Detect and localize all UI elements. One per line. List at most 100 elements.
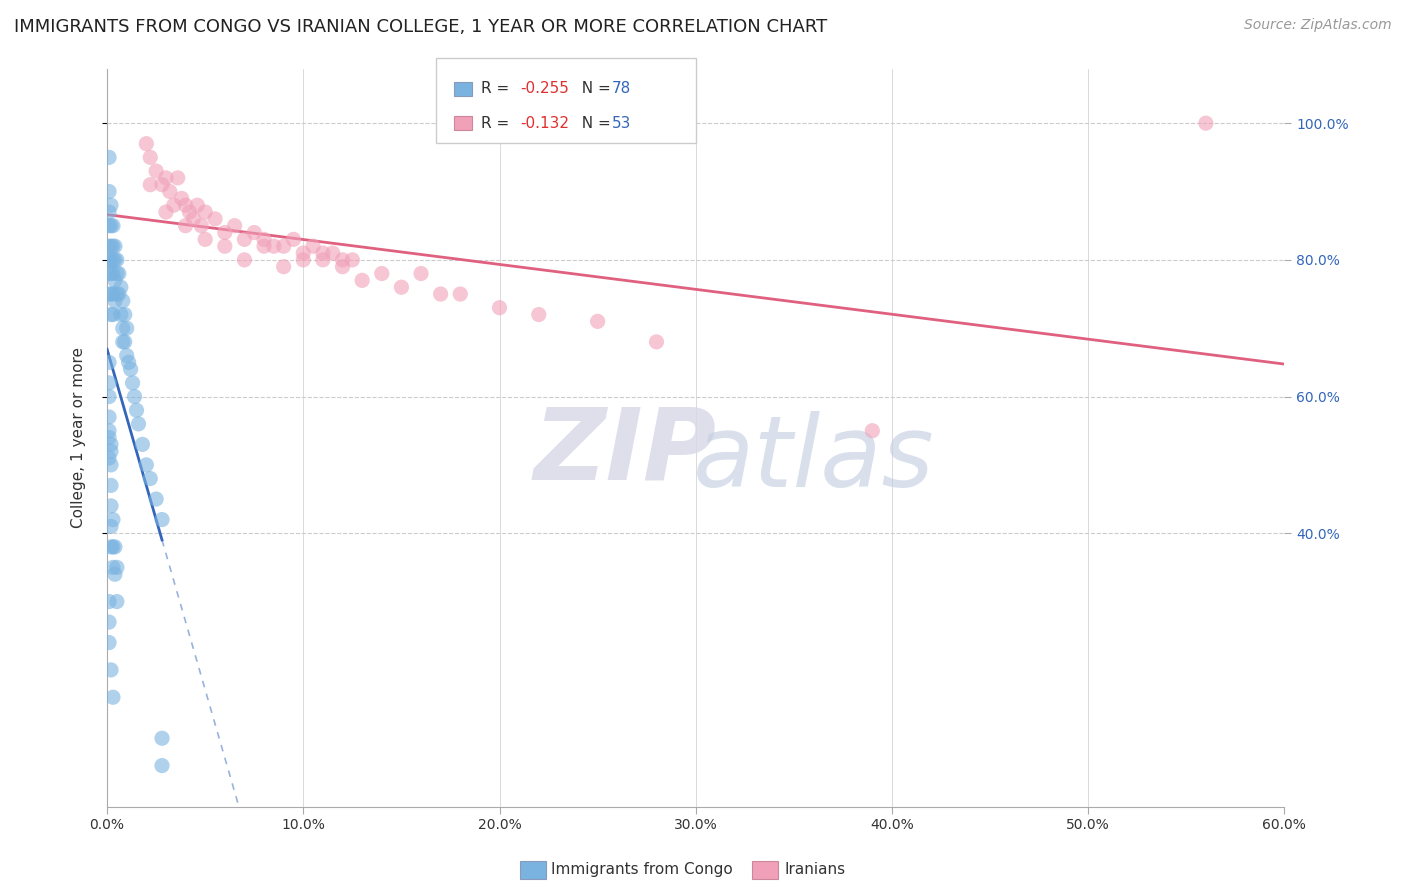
Point — [120, 362, 142, 376]
Point — [342, 252, 364, 267]
Point — [127, 417, 149, 431]
Point — [105, 267, 128, 281]
Point — [101, 239, 124, 253]
Point — [150, 731, 173, 746]
Point — [273, 260, 295, 274]
Point — [98, 355, 121, 369]
Point — [155, 170, 177, 185]
Point — [100, 663, 122, 677]
Point — [104, 567, 127, 582]
Point — [194, 205, 217, 219]
Point — [98, 451, 121, 466]
Point — [108, 287, 131, 301]
Point — [98, 205, 121, 219]
Text: N =: N = — [572, 116, 616, 130]
Point — [100, 252, 122, 267]
Point — [224, 219, 246, 233]
Point — [145, 164, 167, 178]
Y-axis label: College, 1 year or more: College, 1 year or more — [72, 347, 86, 528]
Point — [105, 287, 128, 301]
Point — [292, 252, 315, 267]
Point — [155, 205, 177, 219]
Point — [100, 540, 122, 554]
Text: 53: 53 — [612, 116, 631, 130]
Point — [101, 512, 124, 526]
Text: Immigrants from Congo: Immigrants from Congo — [551, 863, 733, 877]
Point — [124, 390, 146, 404]
Point — [150, 512, 173, 526]
Point — [101, 308, 124, 322]
Point — [253, 239, 276, 253]
Point — [115, 321, 138, 335]
Point — [98, 252, 121, 267]
Text: N =: N = — [572, 81, 616, 96]
Point — [283, 232, 305, 246]
Text: Source: ZipAtlas.com: Source: ZipAtlas.com — [1244, 18, 1392, 32]
Text: -0.132: -0.132 — [520, 116, 569, 130]
Point — [312, 246, 335, 260]
Text: 78: 78 — [612, 81, 631, 96]
Text: R =: R = — [481, 81, 515, 96]
Point — [150, 178, 173, 192]
Point — [273, 239, 295, 253]
Point — [100, 458, 122, 472]
Point — [98, 267, 121, 281]
Point — [98, 635, 121, 649]
Point — [527, 308, 550, 322]
Point — [114, 308, 136, 322]
Point — [194, 232, 217, 246]
Point — [145, 491, 167, 506]
Point — [1195, 116, 1218, 130]
Point — [110, 280, 132, 294]
Point — [186, 198, 208, 212]
Point — [100, 198, 122, 212]
Point — [98, 239, 121, 253]
Point — [183, 211, 205, 226]
Text: -0.255: -0.255 — [520, 81, 569, 96]
Point — [101, 219, 124, 233]
Text: ZIP: ZIP — [534, 404, 717, 500]
Point — [98, 150, 121, 164]
Point — [105, 252, 128, 267]
Point — [111, 293, 134, 308]
Point — [98, 410, 121, 425]
Point — [108, 267, 131, 281]
Text: IMMIGRANTS FROM CONGO VS IRANIAN COLLEGE, 1 YEAR OR MORE CORRELATION CHART: IMMIGRANTS FROM CONGO VS IRANIAN COLLEGE… — [14, 18, 827, 36]
Point — [860, 424, 883, 438]
Point — [98, 594, 121, 608]
Point — [214, 239, 236, 253]
Point — [98, 390, 121, 404]
Point — [100, 437, 122, 451]
Point — [118, 355, 141, 369]
Point — [263, 239, 285, 253]
Point — [429, 287, 451, 301]
Point — [233, 252, 256, 267]
Point — [139, 178, 162, 192]
Point — [135, 136, 157, 151]
Point — [100, 444, 122, 458]
Point — [101, 690, 124, 705]
Point — [179, 205, 201, 219]
Point — [115, 349, 138, 363]
Point — [104, 540, 127, 554]
Point — [312, 252, 335, 267]
Point — [121, 376, 143, 390]
Point — [131, 437, 153, 451]
Point — [100, 308, 122, 322]
Point — [243, 226, 266, 240]
Point — [332, 252, 354, 267]
Point — [110, 308, 132, 322]
Point — [371, 267, 394, 281]
Point — [253, 232, 276, 246]
Point — [105, 560, 128, 574]
Point — [98, 424, 121, 438]
Point — [135, 458, 157, 472]
Point — [322, 246, 344, 260]
Point — [101, 267, 124, 281]
Point — [302, 239, 325, 253]
Point — [233, 232, 256, 246]
Point — [104, 239, 127, 253]
Point — [139, 472, 162, 486]
Point — [104, 252, 127, 267]
Point — [389, 280, 412, 294]
